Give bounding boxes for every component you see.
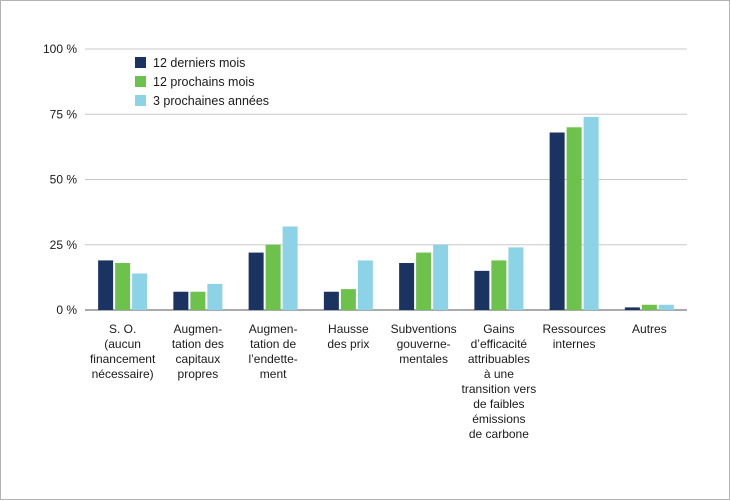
x-tick-label: Subventions gouverne-mentales (391, 322, 457, 366)
x-tick-label-line: S. O. (109, 322, 136, 336)
x-tick-label: Hausse des prix (327, 322, 369, 351)
bar (624, 307, 640, 310)
x-tick-label-line: de carbone (469, 427, 529, 441)
x-tick-label-line: gouverne- (397, 337, 451, 351)
x-tick-label: Augmen-tation de l’endette-ment (248, 322, 297, 381)
legend-label: 3 prochaines années (153, 94, 269, 108)
x-tick-label-line: Autres (632, 322, 667, 336)
x-tick-label-line: à une (484, 367, 514, 381)
bar (583, 116, 599, 310)
x-tick-label: Augmen-tation des capitaux propres (172, 322, 224, 381)
x-tick-label-line: nécessaire) (92, 367, 154, 381)
legend-label: 12 derniers mois (153, 56, 245, 70)
x-tick-label: Autres (632, 322, 667, 336)
x-tick-label-line: Augmen- (174, 322, 223, 336)
legend-label: 12 prochains mois (153, 75, 254, 89)
x-tick-label-line: ment (260, 367, 287, 381)
bar (357, 260, 373, 310)
bar (282, 226, 298, 310)
bar (508, 247, 524, 310)
x-tick-label-line: financement (90, 352, 156, 366)
y-tick-label: 100 % (43, 42, 77, 56)
x-tick-label-line: propres (178, 367, 219, 381)
legend-swatch (135, 57, 146, 68)
y-tick-label: 75 % (50, 107, 78, 121)
bar (399, 263, 415, 310)
x-tick-label-line: Gains (483, 322, 514, 336)
x-tick-label: Gains d’efficacité attribuables à une transi… (462, 322, 537, 441)
bar (248, 252, 264, 310)
x-tick-label-line: internes (553, 337, 596, 351)
bar (190, 291, 206, 310)
bar (566, 127, 582, 310)
bar (207, 283, 223, 310)
bar (323, 291, 339, 310)
y-axis: 0 % 25 % 50 % 75 % 100 % (43, 42, 77, 317)
bar (549, 132, 565, 310)
x-tick-label: S. O. (aucun financement nécessaire) (90, 322, 156, 381)
bar (173, 291, 189, 310)
x-tick-label: Ressources internes (542, 322, 605, 351)
x-tick-label-line: Ressources (542, 322, 605, 336)
bar (98, 260, 114, 310)
bar (416, 252, 432, 310)
x-tick-label-line: (aucun (104, 337, 141, 351)
y-tick-label: 0 % (56, 303, 77, 317)
bar (132, 273, 148, 310)
bar (340, 289, 356, 310)
bar (474, 270, 490, 310)
legend-swatch (135, 76, 146, 87)
bar (115, 263, 131, 310)
x-tick-label-line: Augmen- (249, 322, 298, 336)
x-tick-label-line: Hausse (328, 322, 369, 336)
bars (98, 116, 674, 310)
x-axis: S. O. (aucun financement nécessaire) Augmen-… (90, 322, 667, 441)
x-tick-label-line: d’efficacité (471, 337, 528, 351)
x-tick-label-line: tation de (250, 337, 296, 351)
legend-swatch (135, 95, 146, 106)
legend: 12 derniers mois 12 prochains mois 3 proch… (135, 56, 269, 108)
bar (658, 304, 674, 310)
bar (265, 244, 281, 310)
y-tick-label: 25 % (50, 238, 78, 252)
x-tick-label-line: l’endette- (248, 352, 297, 366)
x-tick-label-line: Subventions (391, 322, 457, 336)
bar (641, 304, 657, 310)
x-tick-label-line: transition vers (462, 382, 537, 396)
y-tick-label: 50 % (50, 173, 78, 187)
x-tick-label-line: capitaux (176, 352, 221, 366)
x-tick-label-line: des prix (327, 337, 369, 351)
x-tick-label-line: émissions (472, 412, 525, 426)
x-tick-label-line: de faibles (473, 397, 524, 411)
x-tick-label-line: attribuables (468, 352, 530, 366)
x-tick-label-line: mentales (399, 352, 448, 366)
bar (491, 260, 507, 310)
x-tick-label-line: tation des (172, 337, 224, 351)
bar (433, 244, 449, 310)
